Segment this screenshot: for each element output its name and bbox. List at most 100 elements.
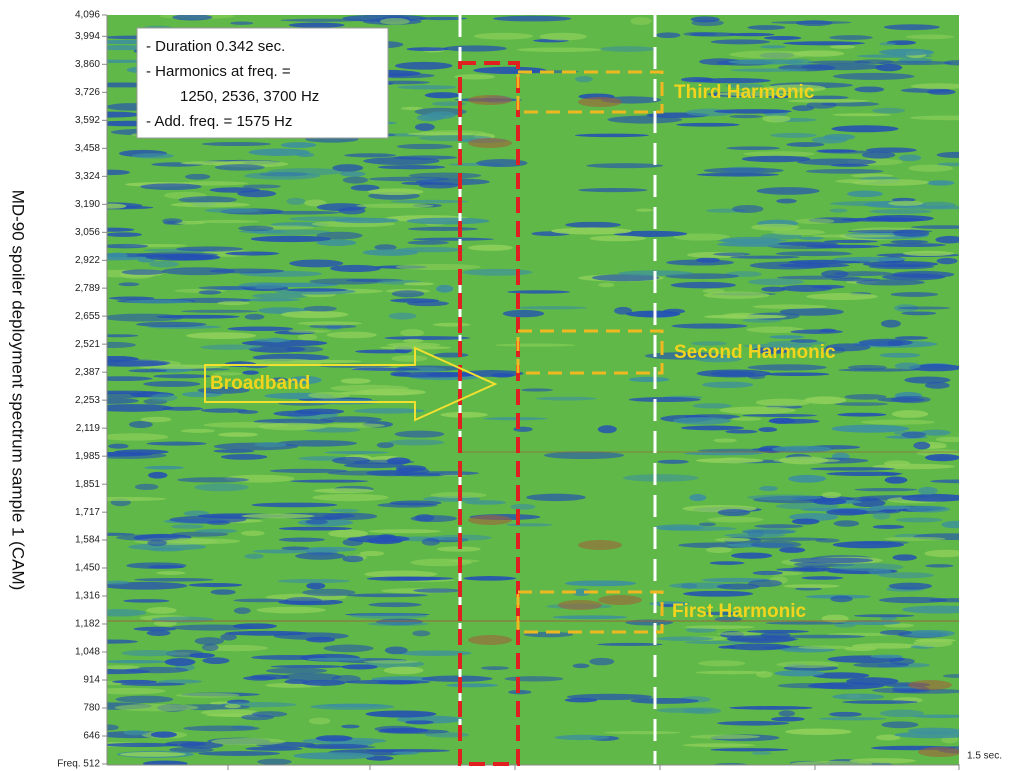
texture-streak	[162, 218, 182, 224]
texture-streak	[483, 417, 548, 420]
texture-streak	[421, 676, 492, 682]
texture-streak	[729, 51, 813, 59]
texture-streak	[126, 562, 186, 569]
texture-streak	[198, 751, 280, 756]
texture-streak	[788, 475, 826, 483]
texture-streak	[288, 330, 330, 333]
texture-streak	[289, 23, 345, 28]
texture-streak	[204, 208, 259, 213]
texture-streak	[943, 674, 971, 678]
texture-streak	[140, 183, 202, 190]
texture-streak	[377, 442, 394, 448]
texture-streak	[881, 472, 899, 476]
texture-streak	[769, 335, 804, 339]
texture-streak	[251, 236, 332, 242]
texture-streak	[290, 480, 368, 483]
texture-streak	[368, 602, 421, 607]
texture-streak	[578, 540, 622, 550]
texture-streak	[388, 439, 445, 445]
texture-streak	[148, 472, 167, 479]
texture-streak	[419, 182, 459, 188]
y-tick-label: 3,458	[75, 143, 100, 154]
annotation-label: First Harmonic	[672, 601, 807, 622]
texture-streak	[925, 454, 960, 461]
texture-streak	[242, 514, 315, 519]
texture-streak	[449, 559, 480, 562]
texture-streak	[847, 191, 883, 198]
texture-streak	[926, 180, 954, 185]
texture-streak	[816, 149, 857, 152]
texture-streak	[380, 18, 410, 25]
texture-streak	[789, 558, 873, 564]
texture-streak	[844, 647, 876, 652]
texture-streak	[406, 218, 489, 225]
texture-streak	[133, 627, 176, 631]
texture-streak	[150, 394, 177, 402]
texture-streak	[400, 329, 424, 337]
texture-streak	[194, 220, 259, 223]
texture-streak	[941, 521, 969, 528]
texture-streak	[123, 599, 169, 603]
texture-streak	[171, 202, 250, 207]
texture-streak	[78, 669, 150, 674]
texture-streak	[751, 752, 771, 755]
texture-streak	[710, 561, 745, 565]
texture-streak	[151, 731, 177, 737]
texture-streak	[148, 548, 183, 552]
texture-streak	[415, 123, 435, 131]
texture-streak	[626, 311, 680, 318]
texture-streak	[215, 164, 265, 170]
texture-streak	[683, 743, 756, 747]
texture-streak	[791, 761, 872, 767]
texture-streak	[751, 224, 799, 231]
texture-streak	[892, 271, 955, 278]
texture-streak	[396, 465, 427, 472]
texture-streak	[118, 282, 139, 286]
texture-streak	[389, 313, 417, 320]
texture-streak	[636, 208, 653, 211]
texture-streak	[404, 282, 435, 285]
texture-streak	[728, 33, 774, 36]
texture-streak	[521, 388, 553, 391]
texture-streak	[702, 382, 753, 388]
texture-streak	[869, 264, 934, 269]
texture-streak	[211, 738, 286, 745]
texture-streak	[468, 515, 512, 525]
texture-streak	[434, 353, 469, 358]
texture-streak	[881, 721, 918, 728]
texture-streak	[298, 334, 317, 340]
y-tick-label: 3,190	[75, 199, 100, 210]
texture-streak	[731, 417, 761, 421]
texture-streak	[573, 664, 590, 669]
texture-streak	[464, 500, 506, 505]
texture-streak	[330, 265, 381, 272]
texture-streak	[747, 537, 827, 541]
texture-streak	[769, 418, 795, 424]
texture-streak	[132, 153, 174, 158]
texture-streak	[252, 503, 338, 508]
texture-streak	[268, 338, 285, 343]
texture-streak	[800, 567, 818, 572]
texture-streak	[699, 523, 716, 527]
texture-streak	[879, 572, 934, 578]
texture-streak	[316, 735, 353, 741]
y-tick-label: 1,985	[75, 451, 100, 462]
texture-streak	[565, 580, 636, 586]
texture-streak	[147, 540, 167, 546]
texture-streak	[367, 537, 403, 544]
texture-streak	[172, 14, 212, 20]
texture-streak	[96, 393, 149, 399]
texture-streak	[425, 92, 461, 98]
texture-streak	[656, 32, 680, 38]
texture-streak	[879, 42, 895, 45]
texture-streak	[395, 431, 445, 438]
texture-streak	[343, 177, 368, 184]
texture-streak	[903, 251, 954, 256]
texture-streak	[715, 538, 751, 542]
texture-streak	[474, 33, 534, 40]
texture-streak	[771, 717, 805, 722]
texture-streak	[286, 198, 305, 205]
texture-streak	[671, 323, 747, 328]
texture-streak	[899, 155, 921, 162]
texture-streak	[387, 343, 441, 347]
